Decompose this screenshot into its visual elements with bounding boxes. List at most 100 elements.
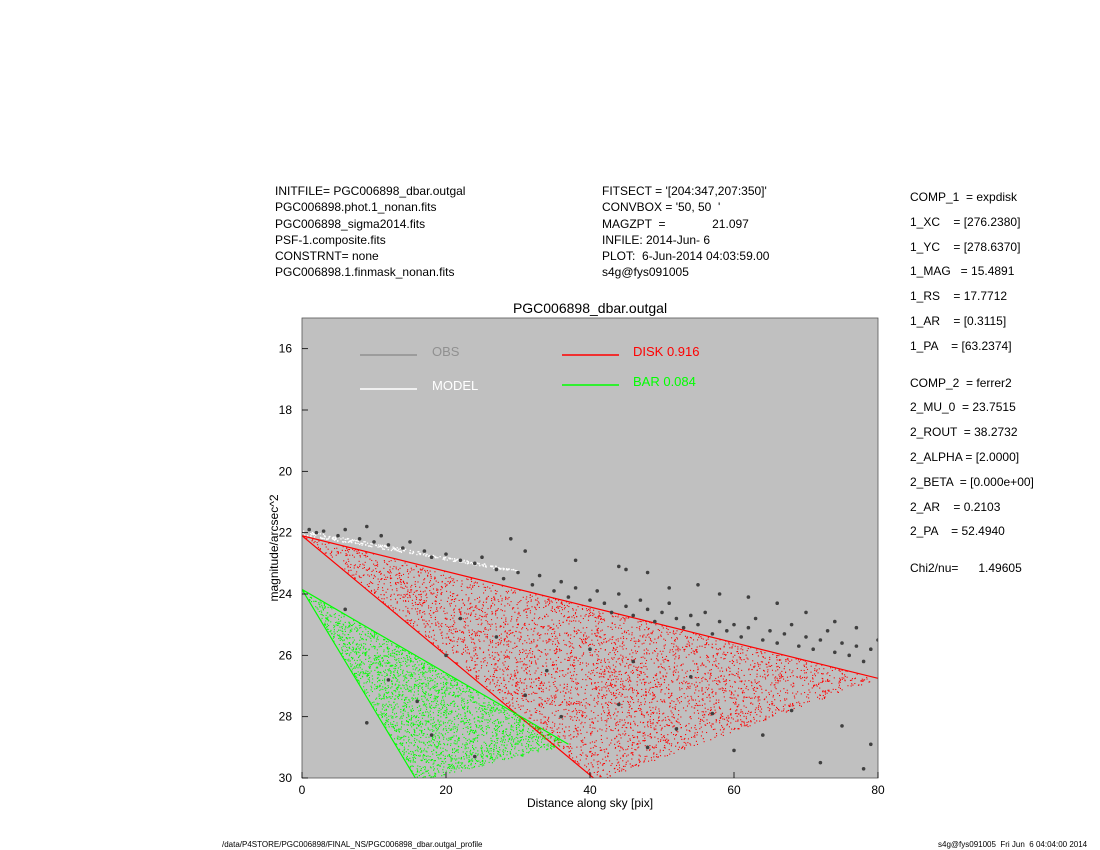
disk-point — [585, 613, 587, 616]
disk-point — [504, 651, 507, 653]
disk-point — [680, 696, 682, 698]
bar-point — [466, 710, 469, 712]
disk-point — [506, 632, 508, 634]
disk-point — [435, 624, 437, 626]
disk-point — [581, 714, 583, 716]
disk-point — [615, 671, 617, 673]
disk-point — [397, 578, 399, 580]
disk-point — [434, 576, 436, 578]
bar-point — [421, 750, 423, 752]
disk-point — [462, 651, 464, 653]
bar-point — [424, 711, 427, 713]
disk-point — [841, 689, 843, 691]
disk-point — [614, 649, 616, 651]
disk-point — [727, 717, 729, 719]
disk-point — [593, 759, 595, 761]
bar-point — [377, 662, 379, 664]
disk-point — [612, 678, 614, 681]
disk-point — [503, 654, 505, 656]
disk-point — [346, 554, 348, 556]
disk-point — [684, 682, 687, 684]
param-line: 1_YC = [278.6370] — [910, 239, 1021, 254]
disk-point — [684, 635, 687, 637]
bar-point — [504, 747, 506, 749]
disk-point — [553, 701, 555, 703]
bar-point — [464, 712, 466, 714]
disk-point — [649, 748, 651, 750]
disk-point — [575, 682, 577, 684]
disk-point — [389, 582, 391, 584]
disk-point — [490, 625, 492, 627]
bar-point — [429, 741, 431, 743]
disk-point — [453, 645, 455, 647]
disk-point — [476, 607, 478, 609]
disk-point — [455, 628, 457, 630]
disk-point — [642, 620, 644, 622]
disk-point — [553, 730, 555, 732]
disk-point — [500, 640, 502, 642]
disk-point — [631, 632, 633, 634]
header-left-line: PGC006898.1.finmask_nonan.fits — [275, 265, 455, 280]
disk-point — [604, 702, 606, 704]
bar-point — [336, 621, 338, 623]
disk-point — [716, 680, 718, 682]
disk-point — [510, 589, 512, 591]
disk-point — [516, 626, 518, 629]
disk-point — [636, 736, 638, 738]
disk-point — [681, 738, 683, 740]
disk-point — [600, 673, 602, 675]
disk-point — [571, 711, 573, 713]
disk-point — [530, 701, 532, 703]
disk-point — [708, 695, 710, 697]
disk-point — [675, 632, 677, 634]
disk-point — [630, 639, 632, 642]
disk-point — [351, 574, 353, 576]
disk-point — [739, 658, 741, 660]
disk-point — [447, 637, 449, 639]
disk-point — [724, 657, 726, 660]
bar-point — [333, 636, 335, 638]
bar-point — [374, 662, 376, 664]
disk-point — [564, 735, 566, 737]
bar-point — [501, 739, 503, 741]
disk-point — [812, 680, 814, 683]
disk-point — [471, 592, 473, 595]
disk-point — [676, 730, 678, 732]
disk-point — [691, 736, 693, 738]
disk-point — [575, 620, 577, 622]
disk-point — [366, 552, 368, 554]
disk-point — [644, 629, 646, 631]
disk-point — [489, 623, 491, 625]
disk-point — [551, 610, 554, 612]
disk-point — [507, 693, 509, 695]
disk-point — [700, 719, 702, 721]
disk-point — [745, 725, 747, 727]
disk-point — [494, 597, 496, 599]
disk-point — [709, 697, 711, 699]
disk-point — [497, 608, 499, 610]
disk-point — [475, 606, 477, 608]
disk-point — [370, 590, 373, 592]
disk-point — [625, 763, 627, 765]
disk-point — [445, 643, 447, 645]
disk-point — [775, 682, 777, 684]
disk-point — [476, 631, 478, 633]
bar-point — [438, 707, 440, 709]
disk-point — [541, 704, 543, 706]
disk-point — [674, 708, 676, 710]
disk-point — [698, 636, 700, 638]
disk-point — [591, 655, 593, 657]
disk-point — [545, 662, 547, 664]
disk-point — [663, 667, 665, 669]
disk-point — [588, 616, 590, 618]
disk-point — [601, 621, 603, 623]
disk-point — [674, 706, 676, 708]
disk-point — [759, 667, 761, 669]
disk-point — [600, 749, 602, 751]
disk-point — [661, 737, 663, 739]
disk-point — [764, 673, 766, 675]
disk-point — [682, 663, 684, 665]
disk-point — [386, 597, 388, 599]
disk-point — [689, 685, 691, 687]
disk-point — [760, 708, 763, 710]
